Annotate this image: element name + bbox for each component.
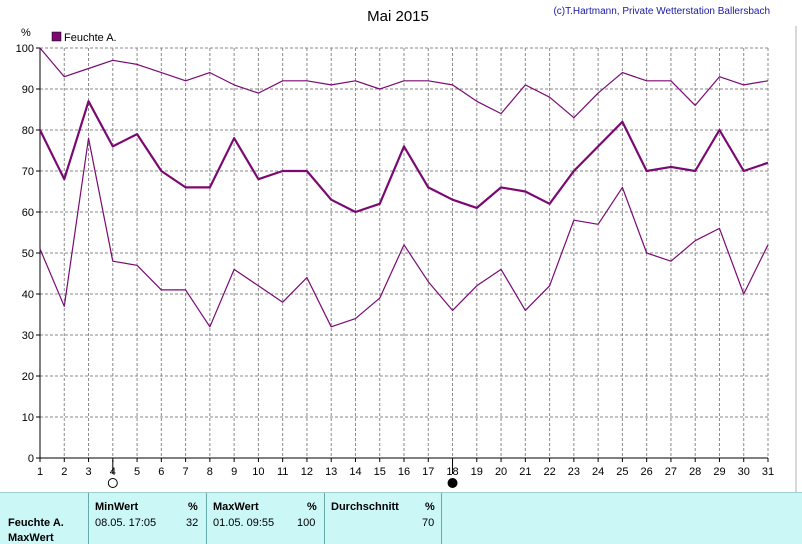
max-value: 100 — [297, 517, 316, 529]
x-tick-label: 22 — [543, 466, 555, 478]
full-moon-icon — [107, 478, 118, 488]
y-tick-label: 30 — [22, 330, 34, 342]
stats-row-sublabel: MaxWert — [8, 532, 54, 544]
stats-divider — [88, 493, 89, 544]
y-tick-label: 0 — [28, 453, 34, 465]
stats-divider — [206, 493, 207, 544]
x-tick-label: 2 — [61, 466, 67, 478]
x-tick-label: 27 — [665, 466, 677, 478]
y-axis-unit: % — [21, 27, 31, 39]
x-tick-label: 28 — [689, 466, 701, 478]
y-tick-label: 20 — [22, 371, 34, 383]
series-line-mean — [39, 100, 769, 214]
y-tick-label: 90 — [22, 84, 34, 96]
avg-unit: % — [425, 501, 435, 513]
stats-panel: Feuchte A. MaxWert MinWert % 08.05. 17:0… — [0, 492, 802, 544]
avg-header: Durchschnitt — [331, 501, 399, 513]
x-tick-label: 26 — [641, 466, 653, 478]
stats-row-label: Feuchte A. — [8, 517, 64, 529]
min-header: MinWert — [95, 501, 139, 513]
chart-title: Mai 2015 — [367, 8, 429, 25]
x-tick-label: 12 — [301, 466, 313, 478]
x-tick-label: 13 — [325, 466, 337, 478]
legend-swatch — [51, 31, 62, 42]
x-tick-label: 15 — [374, 466, 386, 478]
y-tick-label: 70 — [22, 166, 34, 178]
min-time: 08.05. 17:05 — [95, 517, 157, 529]
legend-label: Feuchte A. — [64, 32, 117, 44]
series-line-min — [39, 137, 769, 328]
x-tick-label: 1 — [37, 466, 43, 478]
grid — [40, 47, 769, 458]
max-time: 01.05. 09:55 — [213, 517, 275, 529]
copyright-text: (c)T.Hartmann, Private Wetterstation Bal… — [553, 6, 770, 17]
x-tick-label: 6 — [158, 466, 164, 478]
stats-divider — [441, 493, 442, 544]
y-tick-label: 10 — [22, 412, 34, 424]
x-tick-label: 16 — [398, 466, 410, 478]
stats-divider — [324, 493, 325, 544]
x-tick-label: 8 — [207, 466, 213, 478]
chart-area: Mai 2015 (c)T.Hartmann, Private Wetterst… — [16, 6, 797, 492]
x-tick-label: 25 — [616, 466, 628, 478]
x-tick-label: 11 — [277, 466, 288, 478]
new-moon-icon — [447, 478, 458, 488]
max-unit: % — [307, 501, 317, 513]
max-header: MaxWert — [213, 501, 259, 513]
x-tick-label: 9 — [231, 466, 237, 478]
x-tick-label: 7 — [183, 466, 189, 478]
x-tick-label: 29 — [713, 466, 725, 478]
x-tick-label: 19 — [471, 466, 483, 478]
axes: 0102030405060708090100123456789101112131… — [16, 43, 774, 478]
x-tick-label: 30 — [738, 466, 750, 478]
series-line-max — [39, 47, 769, 119]
x-tick-label: 17 — [422, 466, 434, 478]
moon-markers — [107, 460, 458, 488]
y-tick-label: 60 — [22, 207, 34, 219]
x-tick-label: 21 — [519, 466, 531, 478]
y-tick-label: 50 — [22, 248, 34, 260]
x-tick-label: 3 — [85, 466, 91, 478]
y-tick-label: 100 — [16, 43, 34, 55]
x-tick-label: 31 — [762, 466, 774, 478]
avg-value: 70 — [422, 517, 435, 529]
x-tick-label: 20 — [495, 466, 507, 478]
series-lines — [39, 47, 769, 328]
x-tick-label: 23 — [568, 466, 580, 478]
min-value: 32 — [186, 517, 199, 529]
x-tick-label: 5 — [134, 466, 140, 478]
y-tick-label: 80 — [22, 125, 34, 137]
y-tick-label: 40 — [22, 289, 34, 301]
x-tick-label: 24 — [592, 466, 604, 478]
min-unit: % — [188, 501, 198, 513]
x-tick-label: 14 — [349, 466, 361, 478]
x-tick-label: 10 — [252, 466, 264, 478]
